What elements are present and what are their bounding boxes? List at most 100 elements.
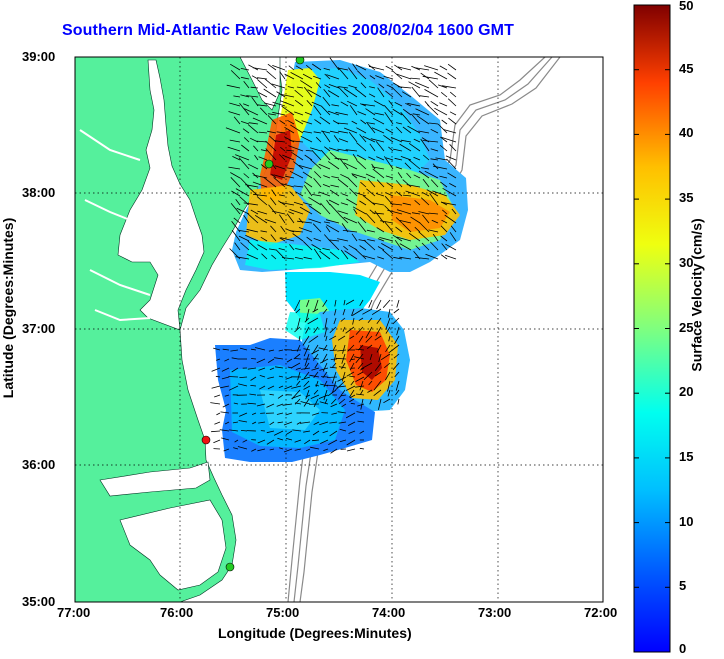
velocity-vector	[306, 236, 313, 242]
velocity-vector	[267, 358, 275, 363]
velocity-vector	[418, 130, 430, 134]
x-tick-label: 76:00	[160, 605, 194, 620]
velocity-vector	[211, 430, 221, 433]
velocity-vector	[339, 158, 349, 170]
velocity-vector	[383, 156, 394, 170]
velocity-vector	[326, 376, 338, 378]
velocity-vector	[331, 398, 337, 405]
velocity-vector	[335, 111, 349, 116]
velocity-vector	[357, 403, 365, 407]
velocity-vector	[254, 214, 268, 224]
velocity-vector	[441, 201, 457, 206]
velocity-vector	[337, 148, 349, 152]
velocity-vector	[228, 166, 241, 170]
velocity-vector	[331, 412, 338, 415]
velocity-vector	[320, 149, 331, 161]
velocity-vector	[338, 421, 347, 424]
velocity-vector	[368, 299, 373, 308]
velocity-vector	[419, 95, 430, 98]
velocity-vector	[294, 89, 304, 98]
velocity-vector	[359, 216, 367, 224]
velocity-vector	[271, 83, 286, 89]
velocity-vector	[264, 78, 277, 89]
y-tick-label: 38:00	[22, 185, 56, 200]
velocity-vector	[385, 175, 394, 179]
velocity-vector	[380, 353, 391, 361]
velocity-vector	[290, 362, 301, 369]
velocity-vector	[269, 421, 275, 426]
velocity-vector	[415, 245, 421, 251]
velocity-vector	[311, 367, 320, 371]
velocity-vector	[399, 256, 412, 260]
velocity-vector	[415, 81, 430, 89]
velocity-vector	[366, 123, 376, 134]
velocity-vector	[286, 149, 295, 152]
velocity-vector	[284, 126, 295, 134]
velocity-vector	[235, 256, 250, 260]
velocity-vector	[346, 439, 356, 446]
velocity-vector	[247, 402, 257, 405]
velocity-vector	[449, 232, 457, 242]
velocity-vector	[228, 376, 239, 378]
velocity-vector	[313, 326, 319, 334]
velocity-vector	[337, 122, 349, 125]
velocity-vector	[243, 214, 250, 224]
velocity-vector	[265, 140, 277, 152]
velocity-vector	[337, 385, 347, 388]
velocity-vector	[327, 90, 340, 98]
velocity-vector	[330, 184, 340, 188]
velocity-vector	[295, 119, 304, 125]
velocity-vector	[448, 117, 457, 125]
velocity-vector	[294, 111, 304, 116]
velocity-vector	[311, 150, 322, 161]
velocity-vector	[231, 230, 241, 242]
velocity-vector	[393, 256, 403, 260]
velocity-vector	[349, 105, 358, 116]
velocity-vector	[219, 429, 230, 432]
velocity-vector	[324, 84, 331, 89]
velocity-vector	[329, 130, 340, 134]
velocity-vector	[323, 88, 331, 98]
velocity-vector	[376, 227, 385, 233]
velocity-vector	[309, 374, 320, 378]
velocity-vector	[373, 100, 385, 107]
velocity-vector	[440, 254, 448, 260]
velocity-vector	[268, 349, 275, 352]
y-axis-label: Latitude (Degrees:Minutes)	[0, 217, 17, 399]
pamlico-sound	[119, 499, 227, 591]
velocity-vector	[428, 212, 439, 215]
velocity-vector	[355, 353, 364, 364]
velocity-vector	[268, 113, 277, 116]
velocity-vector	[289, 170, 304, 179]
velocity-vector	[250, 86, 259, 89]
velocity-vector	[410, 113, 421, 125]
velocity-vector	[402, 179, 412, 188]
velocity-vector	[367, 317, 373, 323]
velocity-vector	[416, 115, 430, 125]
velocity-vector	[304, 111, 313, 116]
velocity-vector	[354, 248, 367, 260]
velocity-vector	[302, 202, 313, 206]
velocity-vector	[228, 385, 239, 391]
velocity-vector	[266, 70, 277, 80]
velocity-vector	[293, 161, 304, 170]
velocity-vector	[324, 146, 331, 152]
velocity-vector	[394, 157, 403, 161]
velocity-vector	[235, 199, 241, 206]
velocity-vector	[313, 299, 319, 312]
velocity-vector	[395, 166, 403, 170]
velocity-vector	[286, 228, 295, 233]
velocity-vector	[396, 122, 403, 125]
velocity-vector	[313, 75, 322, 80]
velocity-vector	[376, 344, 382, 353]
velocity-vector	[331, 104, 340, 107]
velocity-vector	[214, 421, 221, 425]
velocity-vector	[372, 212, 385, 215]
velocity-vector	[229, 63, 241, 71]
velocity-vector	[280, 146, 286, 152]
velocity-vector	[341, 362, 346, 370]
velocity-vector	[305, 394, 311, 398]
velocity-vector	[278, 447, 284, 450]
velocity-vector	[303, 348, 311, 351]
velocity-vector	[392, 108, 403, 116]
